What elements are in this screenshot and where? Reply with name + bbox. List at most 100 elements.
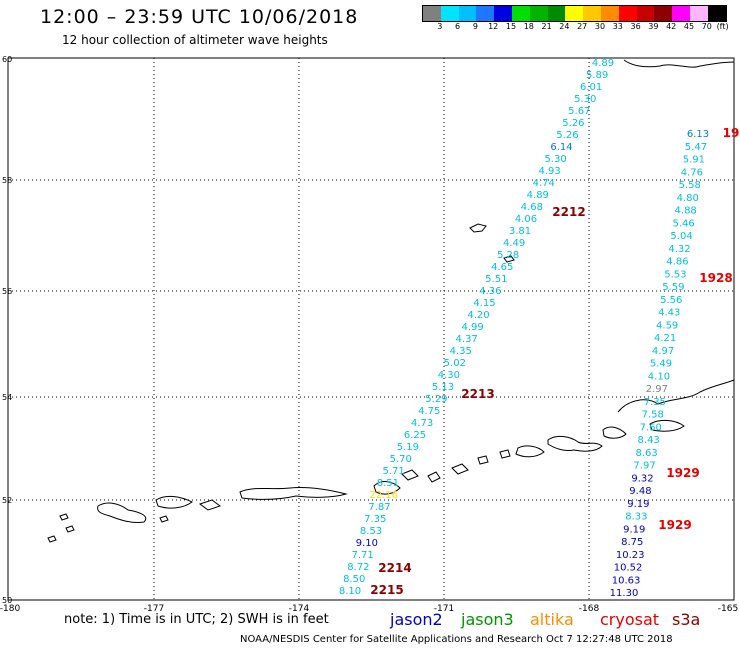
track-time-label: 19: [723, 126, 740, 140]
wave-height-value: 4.49: [503, 238, 525, 249]
wave-height-value: 5.56: [660, 295, 682, 306]
wave-height-value: 4.65: [491, 262, 513, 273]
wave-height-value: 5.28: [497, 250, 519, 261]
wave-height-value: 10.23: [616, 550, 645, 561]
wave-height-value: 4.37: [456, 334, 478, 345]
color-scale-label: 39: [648, 22, 659, 31]
wave-height-value: 6.14: [550, 142, 572, 153]
color-scale-bar: [422, 5, 727, 22]
track-time-label: 1929: [666, 466, 699, 480]
latitude-tick-label: 56: [2, 287, 12, 296]
color-swatch: [423, 6, 441, 21]
wave-height-value: 10.52: [614, 563, 643, 574]
wave-height-value: 7.60: [640, 422, 662, 433]
wave-height-value: 4.86: [666, 257, 688, 268]
color-scale-label: 45: [683, 22, 695, 31]
coast-alaska-north: [623, 59, 735, 68]
wave-height-value: 5.53: [664, 269, 686, 280]
color-swatch: [654, 6, 673, 21]
coast-adak: [373, 481, 401, 495]
coast-near-islands: [155, 495, 222, 511]
color-scale-labels: 3 6 9 12 15 18 21 24 27 30 33 36 39 42 45 70 (ft): [422, 22, 740, 34]
footer-credit: NOAA/NESDIS Center for Satellite Applica…: [240, 634, 673, 645]
wave-height-value: 8.50: [343, 574, 365, 585]
color-scale-label: 6: [455, 22, 461, 31]
color-swatch: [476, 6, 495, 21]
coast-alaska-peninsula: [617, 379, 735, 413]
wave-height-value: 5.67: [568, 106, 590, 117]
color-swatch: [547, 6, 566, 21]
wave-height-value: 8.63: [635, 448, 657, 459]
legend-altika: altika: [530, 610, 574, 629]
track-time-label: 2213: [461, 387, 494, 401]
wave-height-value: 5.26: [562, 118, 584, 129]
track-time-label: 1929: [658, 518, 691, 532]
wave-height-value: 6.13: [687, 129, 709, 140]
wave-height-value: 9.10: [356, 538, 378, 549]
coastline: [47, 59, 735, 543]
wave-height-value: 2.97: [646, 384, 668, 395]
wave-height-value: 5.51: [485, 274, 507, 285]
latitude-tick-label: 58: [2, 176, 12, 185]
track-time-label: 1928: [699, 271, 732, 285]
color-swatch: [672, 6, 690, 21]
wave-height-value: 4.76: [681, 167, 703, 178]
wave-height-value: 4.73: [411, 418, 433, 429]
wave-height-value: 8.51: [377, 478, 399, 489]
wave-height-value: 9.19: [627, 499, 649, 510]
track-time-label: 2214: [378, 561, 411, 575]
wave-height-value: 8.43: [638, 435, 660, 446]
color-scale-label: 18: [523, 22, 534, 31]
wave-height-value: 4.89: [592, 58, 614, 69]
wave-height-value: 5.49: [650, 359, 672, 370]
wave-height-value: 11.30: [610, 588, 639, 599]
wave-height-value: 4.74: [533, 178, 555, 189]
color-scale-label: 27: [577, 22, 588, 31]
wave-height-value: 5.91: [683, 155, 705, 166]
longitude-tick-label: -165: [718, 604, 738, 614]
wave-height-value: 6.25: [404, 430, 426, 441]
wave-height-value: 7.97: [633, 461, 655, 472]
color-swatch: [707, 6, 726, 21]
wave-height-value: 4.93: [539, 166, 561, 177]
wave-height-value: 7.35: [364, 514, 386, 525]
wave-height-value: 5.30: [544, 154, 566, 165]
wave-height-value: 5.13: [432, 382, 454, 393]
wave-height-value: 9.48: [629, 486, 651, 497]
wave-height-value: 7.87: [368, 502, 390, 513]
wave-height-value: 5.47: [685, 142, 707, 153]
wave-height-value: 6.01: [580, 82, 602, 93]
wave-height-value: 10.63: [612, 575, 641, 586]
coast-attu: [97, 502, 147, 523]
track-time-label: 2212: [552, 205, 585, 219]
coast-atka: [401, 469, 419, 481]
wave-height-value: 5.19: [397, 442, 419, 453]
latitude-tick-label: 60: [2, 55, 12, 64]
wave-height-value: 4.15: [473, 298, 495, 309]
color-scale-label: 12: [488, 22, 499, 31]
wave-height-value: 5.46: [672, 218, 694, 229]
color-scale-label: 24: [559, 22, 570, 31]
legend-jason2: jason2: [390, 610, 443, 629]
wave-height-value: 5.58: [679, 180, 701, 191]
wave-height-value: 4.59: [656, 320, 678, 331]
color-swatch: [636, 6, 655, 21]
wave-height-value: 4.97: [652, 346, 674, 357]
color-swatch: [618, 6, 637, 21]
color-scale-label: 36: [630, 22, 641, 31]
coast-pribilof-east: [649, 419, 685, 432]
wave-height-value: 9.19: [623, 524, 645, 535]
color-scale-label: 70: [701, 22, 712, 31]
coast-st-matthew: [469, 223, 487, 233]
wave-height-value: 4.99: [461, 322, 483, 333]
wave-height-value: 22.16: [369, 490, 398, 501]
wave-height-value: 4.32: [668, 244, 690, 255]
wave-height-value: 5.59: [662, 282, 684, 293]
wave-height-value: 4.80: [677, 193, 699, 204]
wave-height-value: 4.20: [467, 310, 489, 321]
wave-height-value: 5.89: [586, 70, 608, 81]
wave-height-value: 8.75: [621, 537, 643, 548]
coast-unimak: [602, 426, 627, 439]
wave-height-value: 4.88: [675, 206, 697, 217]
wave-height-value: 7.58: [642, 410, 664, 421]
